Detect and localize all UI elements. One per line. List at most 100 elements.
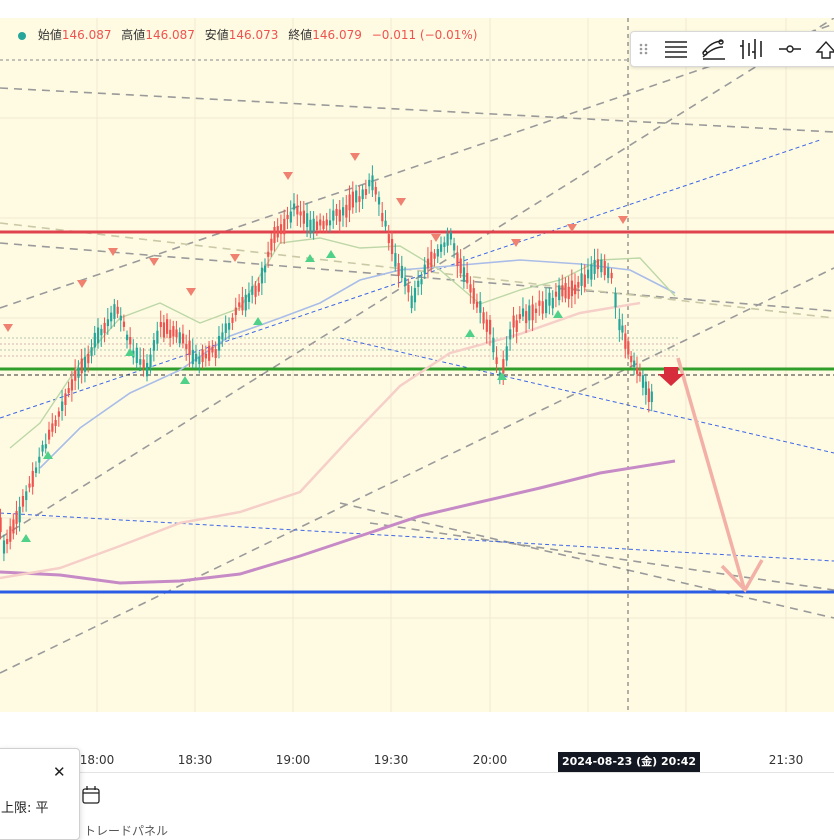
candle-body — [270, 238, 273, 251]
candle-body — [394, 253, 397, 267]
candle-body — [319, 219, 322, 226]
candle-body — [172, 326, 175, 337]
candle-body — [279, 224, 283, 235]
x-tick-label: 18:00 — [79, 753, 115, 767]
candle-body — [135, 347, 138, 364]
candle-body — [404, 277, 407, 286]
buy-signal-marker — [180, 376, 190, 384]
candle-body — [315, 221, 319, 231]
candle-body — [74, 370, 77, 381]
candle-body — [217, 335, 221, 351]
low-label: 安値 — [204, 28, 229, 42]
blue-trend-line — [0, 139, 821, 419]
popup-text: 上限: 平 — [1, 801, 49, 816]
candle-body — [443, 242, 446, 247]
line-dot-icon[interactable] — [773, 32, 805, 66]
sell-signal-marker — [567, 224, 577, 232]
candle-body — [436, 248, 439, 257]
candle-body — [113, 304, 116, 319]
candle-body — [156, 330, 159, 344]
candle-body — [371, 175, 374, 191]
buy-signal-marker — [43, 451, 53, 459]
chart-area[interactable] — [0, 18, 834, 712]
candle-body — [600, 259, 603, 273]
candle-body — [580, 273, 583, 286]
candle-body — [638, 372, 642, 377]
candle-body — [466, 272, 469, 284]
order-popup: ✕ 上限: 平 — [0, 748, 80, 840]
candle-body — [100, 328, 103, 336]
candle-body — [407, 284, 410, 293]
buy-signal-marker — [21, 534, 31, 542]
candle-body — [610, 272, 613, 279]
candle-body — [201, 349, 204, 363]
candle-body — [57, 411, 60, 417]
candle-body — [116, 306, 119, 314]
candle-body — [364, 189, 368, 195]
candle-body — [515, 320, 518, 332]
curve-lines-icon[interactable] — [697, 32, 729, 66]
candle-body — [583, 274, 586, 288]
candle-body — [0, 517, 2, 533]
candle-body — [512, 315, 515, 328]
buy-signal-marker — [497, 372, 507, 380]
sell-signal-marker — [283, 172, 293, 180]
bars-icon[interactable] — [735, 32, 767, 66]
candle-body — [38, 456, 41, 463]
sell-signal-marker — [108, 248, 118, 256]
candle-body — [142, 359, 145, 368]
candle-body — [534, 308, 538, 313]
candle-body — [400, 265, 403, 279]
candle-body — [636, 368, 639, 374]
candle-body — [15, 511, 18, 524]
candle-body — [87, 353, 90, 364]
candle-body — [238, 302, 241, 307]
candle-body — [293, 203, 296, 210]
candle-body — [21, 495, 25, 507]
candle-body — [570, 280, 574, 297]
candle-body — [342, 207, 345, 216]
candle-body — [577, 281, 580, 288]
trend-line — [339, 502, 834, 619]
blue-trend-line — [339, 337, 834, 454]
candle-body — [18, 506, 21, 523]
candle-body — [518, 314, 521, 320]
candle-body — [312, 218, 315, 233]
candle-body — [502, 359, 505, 374]
candle-body — [251, 286, 254, 295]
crosshair-time-label: 2024-08-23 (金) 20:42 — [558, 752, 700, 772]
candle-body — [554, 291, 558, 297]
candle-body — [335, 208, 338, 216]
candle-body — [247, 293, 251, 303]
price-chart[interactable] — [0, 18, 834, 712]
candle-body — [260, 267, 264, 284]
candle-body — [644, 381, 648, 395]
candle-body — [231, 317, 234, 323]
time-axis[interactable] — [0, 712, 834, 748]
candle-body — [505, 346, 508, 361]
arrow-up-icon[interactable] — [809, 32, 834, 66]
candle-body — [561, 285, 564, 297]
close-icon[interactable]: ✕ — [53, 763, 66, 781]
ma-blue-line — [39, 259, 676, 469]
projection-arrow-head — [720, 559, 764, 593]
candle-body — [263, 265, 267, 273]
candle-body — [397, 263, 400, 276]
candle-body — [224, 323, 227, 333]
candle-body — [618, 319, 621, 331]
candle-body — [558, 285, 561, 301]
drag-handle-icon[interactable] — [631, 32, 663, 66]
candle-body — [126, 334, 129, 341]
candle-body — [509, 329, 512, 340]
candle-body — [152, 340, 156, 351]
candle-body — [204, 353, 207, 359]
trend-line — [0, 222, 834, 319]
candle-body — [122, 321, 126, 327]
calendar-icon[interactable] — [80, 784, 102, 806]
candle-body — [564, 283, 567, 299]
horizontal-lines-icon[interactable] — [659, 32, 691, 66]
candle-body — [93, 332, 96, 348]
buy-signal-marker — [326, 250, 336, 258]
sell-signal-marker — [149, 258, 159, 266]
trade-panel-label[interactable]: トレードパネル — [84, 824, 169, 838]
